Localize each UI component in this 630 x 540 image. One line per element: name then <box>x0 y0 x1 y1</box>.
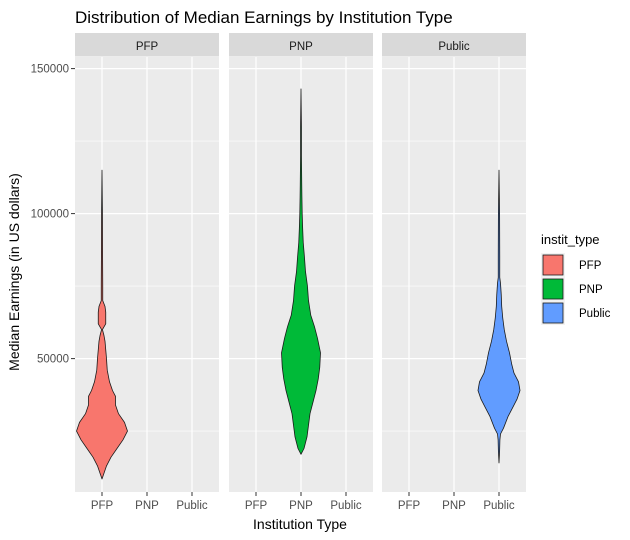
x-tick-label: Public <box>483 500 515 512</box>
x-tick-label: PNP <box>135 500 159 512</box>
legend-swatch-pfp <box>542 254 564 276</box>
facet-strip <box>382 33 526 57</box>
legend-label-public: Public <box>579 308 611 320</box>
x-tick-label: Public <box>330 500 362 512</box>
x-tick-label: PFP <box>398 500 421 512</box>
legend-swatch-public <box>542 302 564 324</box>
x-tick-label: PNP <box>289 500 313 512</box>
legend: PFP PNP Public <box>541 253 611 325</box>
x-tick-label: PFP <box>91 500 114 512</box>
violin-pfp <box>76 169 128 480</box>
x-tick-label: PFP <box>245 500 268 512</box>
legend-label-pnp: PNP <box>579 284 603 296</box>
y-axis-title: Median Earnings (in US dollars) <box>6 173 22 371</box>
y-tick-label: 50000 <box>37 354 69 366</box>
x-tick-label: PNP <box>442 500 466 512</box>
x-axis-title: Institution Type <box>253 516 347 532</box>
facet-strip-label: PFP <box>136 41 159 53</box>
y-tick-label: 150000 <box>31 64 69 76</box>
facet-strip-label: Public <box>438 41 470 53</box>
y-tick-label: 100000 <box>31 209 69 221</box>
legend-title: instit_type <box>541 232 600 247</box>
facet-strip <box>75 33 219 57</box>
chart-title: Distribution of Median Earnings by Insti… <box>75 8 453 27</box>
violin-public <box>477 169 521 464</box>
facet-strip <box>229 33 373 57</box>
facet-strip-label: PNP <box>289 41 313 53</box>
violin-pnp <box>281 88 321 455</box>
legend-label-pfp: PFP <box>579 260 602 272</box>
legend-swatch-pnp <box>542 278 564 300</box>
x-tick-label: Public <box>176 500 208 512</box>
